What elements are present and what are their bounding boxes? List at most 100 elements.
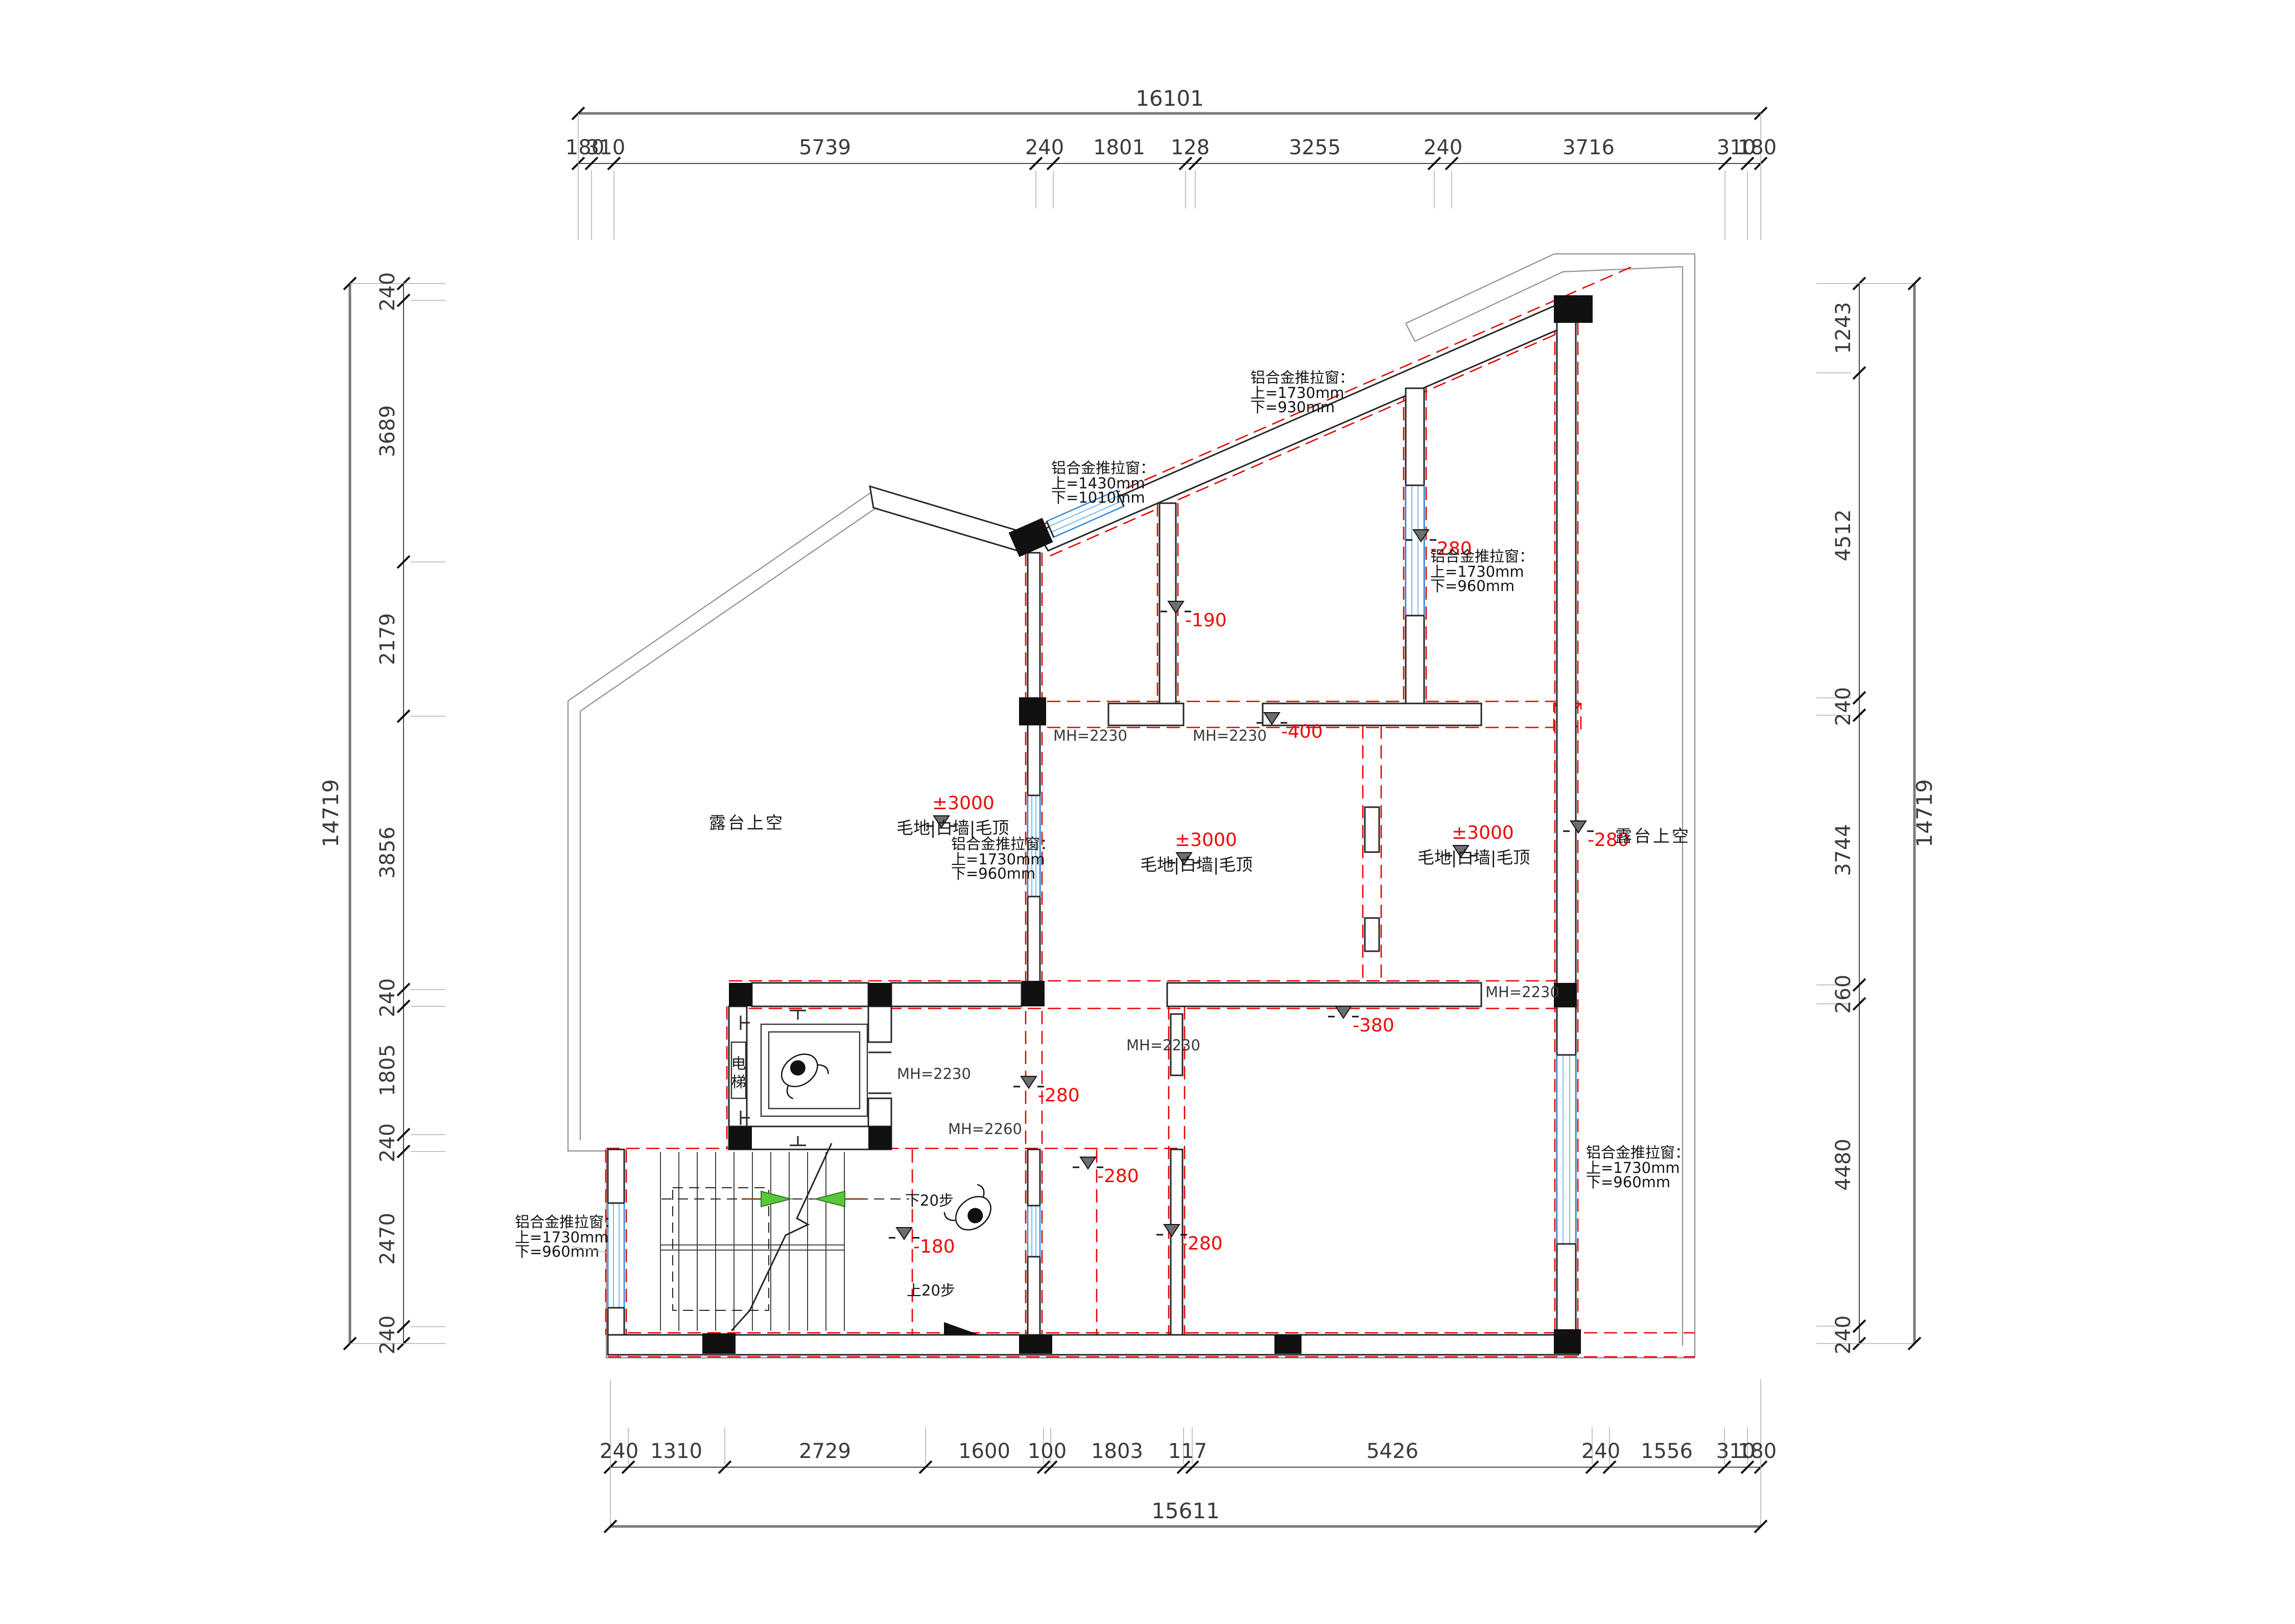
- svg-text:310: 310: [586, 136, 625, 159]
- level-280-b: -280: [1588, 830, 1629, 851]
- stair-break-line: [730, 1143, 833, 1332]
- svg-text:4512: 4512: [1832, 509, 1855, 561]
- level-400: -400: [1281, 721, 1323, 742]
- svg-text:180: 180: [1738, 1440, 1777, 1463]
- text-labels: 露台上空 露台上空 MH=2230 MH=2230 MH=2230 MH=223…: [709, 727, 1691, 1138]
- stair-dashed-outline: [672, 1187, 769, 1311]
- svg-text:240: 240: [1581, 1440, 1620, 1463]
- dim-right-total: 14719: [1912, 779, 1937, 848]
- svg-text:下=960mm: 下=960mm: [1586, 1173, 1670, 1191]
- window-spec-sloped-low: 铝合金推拉窗： 上=1430mm 下=1010mm: [1051, 459, 1155, 506]
- mh2230-2: MH=2230: [1193, 727, 1267, 744]
- dimension-chain-bottom: 240 1310 2729 1600 100 1803 117 5426 240…: [600, 1379, 1777, 1534]
- svg-text:铝合金推拉窗：: 铝合金推拉窗：: [1051, 459, 1155, 477]
- window-lower-middle: [1027, 1205, 1041, 1258]
- stairs-up-label: 上20步: [907, 1282, 955, 1299]
- svg-text:310: 310: [1716, 1440, 1755, 1463]
- svg-text:下=1010mm: 下=1010mm: [1051, 489, 1145, 506]
- elevator-label-char2: 梯: [731, 1073, 746, 1091]
- svg-text:上=1730mm: 上=1730mm: [515, 1229, 609, 1246]
- svg-text:3689: 3689: [376, 405, 399, 457]
- svg-text:铝合金推拉窗：: 铝合金推拉窗：: [951, 835, 1055, 853]
- svg-text:1803: 1803: [1091, 1440, 1143, 1463]
- level-380: -380: [1353, 1015, 1394, 1036]
- level-3000-c: ±3000: [1452, 822, 1514, 843]
- svg-text:3716: 3716: [1563, 136, 1615, 159]
- elevator: 电 梯: [730, 1009, 891, 1146]
- dim-bottom-total: 15611: [1151, 1498, 1220, 1523]
- mh2230-5: MH=2230: [897, 1065, 971, 1082]
- svg-text:3255: 3255: [1289, 136, 1341, 159]
- svg-text:100: 100: [1028, 1440, 1067, 1463]
- svg-text:2729: 2729: [799, 1440, 851, 1463]
- svg-text:180: 180: [565, 136, 604, 159]
- window-stairs-left: [607, 1202, 625, 1309]
- svg-text:铝合金推拉窗：: 铝合金推拉窗：: [1430, 548, 1534, 565]
- entry-arrow: [944, 1322, 980, 1335]
- window-right-wall: [1556, 1054, 1577, 1245]
- level-280-e: -280: [1181, 1233, 1223, 1254]
- structural-columns: [702, 295, 1593, 1354]
- staircase: 下20步 上20步: [660, 1143, 955, 1332]
- svg-text:117: 117: [1168, 1440, 1207, 1463]
- stair-treads: [660, 1152, 845, 1331]
- terrace-outline: [567, 253, 1696, 1359]
- finish-label-c: 毛地|白墙|毛顶: [1417, 848, 1530, 867]
- mh2260-1: MH=2260: [948, 1120, 1022, 1138]
- level-180: -180: [913, 1236, 955, 1257]
- svg-text:310: 310: [1717, 136, 1756, 159]
- svg-text:240: 240: [376, 978, 399, 1017]
- svg-text:240: 240: [376, 1123, 399, 1162]
- svg-text:下=960mm: 下=960mm: [951, 865, 1035, 882]
- svg-text:5739: 5739: [799, 136, 851, 159]
- mh2230-4: MH=2230: [1126, 1037, 1200, 1054]
- dimension-chain-left: 14719 240 3689 2179 3856 240 1805 240 24…: [318, 272, 445, 1354]
- dim-top-total: 16101: [1135, 86, 1204, 111]
- window-spec-bottom-right: 铝合金推拉窗： 上=1730mm 下=960mm: [1586, 1144, 1690, 1191]
- svg-text:4480: 4480: [1832, 1139, 1855, 1191]
- svg-text:1556: 1556: [1641, 1440, 1693, 1463]
- svg-text:2470: 2470: [376, 1213, 399, 1265]
- svg-text:1310: 1310: [650, 1440, 702, 1463]
- svg-text:下=960mm: 下=960mm: [1430, 577, 1515, 595]
- dim-left-total: 14719: [318, 779, 343, 848]
- dimension-chain-right: 1243 4512 240 3744 260 4480 240 14719: [1816, 276, 1937, 1354]
- svg-text:铝合金推拉窗：: 铝合金推拉窗：: [1586, 1144, 1690, 1161]
- svg-text:上=1730mm: 上=1730mm: [1586, 1159, 1680, 1176]
- svg-text:260: 260: [1832, 975, 1855, 1014]
- svg-text:240: 240: [376, 272, 399, 311]
- svg-text:240: 240: [376, 1315, 399, 1354]
- window-spec-labels: 铝合金推拉窗： 上=1430mm 下=1010mm 铝合金推拉窗： 上=1730…: [515, 369, 1690, 1260]
- window-spec-bottom-left: 铝合金推拉窗： 上=1730mm 下=960mm: [515, 1213, 619, 1260]
- window-middle-left: [1027, 794, 1041, 898]
- mh2230-1: MH=2230: [1053, 727, 1127, 744]
- svg-text:1801: 1801: [1093, 136, 1145, 159]
- dimension-chain-top: 16101 180 310 5739 240 1801 128 3255 240…: [565, 86, 1777, 240]
- svg-text:240: 240: [1025, 136, 1064, 159]
- window-upper-right: [1405, 484, 1425, 617]
- stairs-down-label: 下20步: [905, 1192, 954, 1209]
- svg-text:240: 240: [1832, 687, 1855, 726]
- terrace-label-right: 露台上空: [1615, 826, 1691, 846]
- svg-text:铝合金推拉窗：: 铝合金推拉窗：: [515, 1213, 619, 1231]
- svg-text:2179: 2179: [376, 613, 399, 665]
- windows: [607, 484, 1577, 1309]
- svg-text:1805: 1805: [376, 1044, 399, 1096]
- svg-text:上=1730mm: 上=1730mm: [1250, 384, 1344, 402]
- level-annotations: -190 -400 -380 -280 -280 -280 -280 -280 …: [888, 529, 1629, 1257]
- stair-direction-arrow-right: [742, 1190, 793, 1208]
- svg-text:5426: 5426: [1366, 1440, 1418, 1463]
- svg-text:1243: 1243: [1832, 302, 1855, 354]
- level-3000-a: ±3000: [932, 793, 995, 814]
- level-280-c: -280: [1038, 1085, 1080, 1106]
- svg-text:1600: 1600: [958, 1440, 1010, 1463]
- elevator-label-char1: 电: [731, 1055, 746, 1072]
- window-spec-middle-left: 铝合金推拉窗： 上=1730mm 下=960mm: [951, 835, 1055, 882]
- level-190: -190: [1185, 610, 1227, 631]
- svg-text:3856: 3856: [376, 827, 399, 879]
- svg-text:128: 128: [1171, 136, 1210, 159]
- svg-text:上=1730mm: 上=1730mm: [1430, 563, 1524, 580]
- svg-text:240: 240: [1424, 136, 1462, 159]
- finish-label-b: 毛地|白墙|毛顶: [1140, 855, 1252, 875]
